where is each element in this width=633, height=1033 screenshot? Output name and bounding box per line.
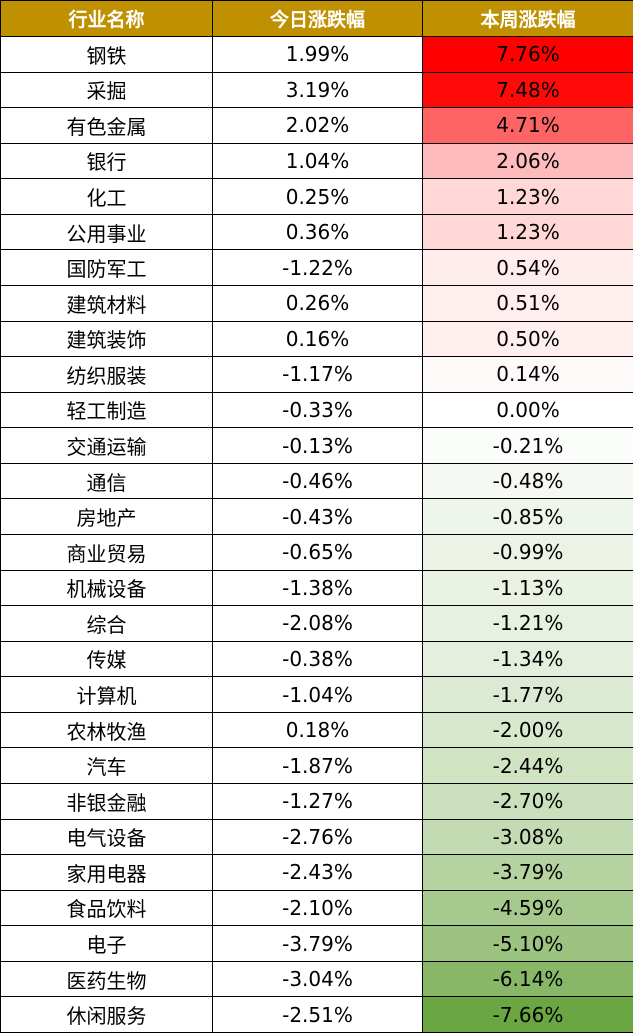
change-cell: -2.08% (213, 606, 423, 642)
change-cell: -3.79% (423, 855, 633, 891)
industry-name: 综合 (1, 606, 213, 642)
change-cell: -3.08% (423, 819, 633, 856)
industry-name: 交通运输 (1, 428, 213, 464)
industry-name: 电气设备 (1, 819, 213, 856)
header-cell: 今日涨跌幅 (213, 1, 423, 37)
change-cell: -0.99% (423, 535, 633, 571)
change-cell: -1.77% (423, 677, 633, 713)
change-cell: -0.38% (213, 641, 423, 678)
industry-name: 休闲服务 (1, 997, 213, 1033)
change-cell: -1.04% (213, 677, 423, 713)
change-cell: 0.16% (213, 321, 423, 358)
change-cell: -1.22% (213, 250, 423, 286)
industry-name: 钢铁 (1, 37, 213, 73)
change-cell: -0.65% (213, 535, 423, 571)
change-cell: -0.21% (423, 428, 633, 464)
change-cell: 1.23% (423, 179, 633, 215)
change-cell: -0.48% (423, 463, 633, 500)
change-cell: -0.13% (213, 428, 423, 464)
industry-name: 银行 (1, 143, 213, 180)
industry-name: 纺织服装 (1, 357, 213, 393)
change-cell: 0.25% (213, 179, 423, 215)
change-cell: 1.23% (423, 214, 633, 251)
industry-name: 房地产 (1, 499, 213, 535)
change-cell: 0.50% (423, 321, 633, 358)
industry-name: 建筑装饰 (1, 321, 213, 358)
industry-name: 国防军工 (1, 250, 213, 286)
change-cell: 0.14% (423, 357, 633, 393)
change-cell: -7.66% (423, 997, 633, 1033)
change-cell: -5.10% (423, 926, 633, 962)
change-cell: -1.17% (213, 357, 423, 393)
change-cell: -1.13% (423, 570, 633, 607)
change-cell: 0.51% (423, 286, 633, 322)
change-cell: -2.43% (213, 855, 423, 891)
industry-name: 传媒 (1, 641, 213, 678)
change-cell: -4.59% (423, 890, 633, 927)
change-cell: -0.33% (213, 392, 423, 429)
change-cell: 3.19% (213, 72, 423, 109)
industry-name: 医药生物 (1, 961, 213, 998)
industry-name: 食品饮料 (1, 890, 213, 927)
change-cell: -2.00% (423, 712, 633, 749)
change-cell: -0.46% (213, 463, 423, 500)
change-cell: -1.34% (423, 641, 633, 678)
industry-name: 家用电器 (1, 855, 213, 891)
industry-name: 机械设备 (1, 570, 213, 607)
change-cell: 0.00% (423, 392, 633, 429)
change-cell: -0.85% (423, 499, 633, 535)
industry-name: 化工 (1, 179, 213, 215)
change-cell: -1.21% (423, 606, 633, 642)
change-cell: 7.76% (423, 37, 633, 73)
change-cell: 7.48% (423, 72, 633, 109)
change-cell: 1.04% (213, 143, 423, 180)
industry-name: 有色金属 (1, 108, 213, 144)
change-cell: -2.70% (423, 784, 633, 820)
change-cell: -1.38% (213, 570, 423, 607)
change-cell: -2.76% (213, 819, 423, 856)
change-cell: -0.43% (213, 499, 423, 535)
change-cell: -2.51% (213, 997, 423, 1033)
industry-name: 通信 (1, 463, 213, 500)
industry-name: 非银金融 (1, 784, 213, 820)
change-cell: 1.99% (213, 37, 423, 73)
header-cell: 本周涨跌幅 (423, 1, 633, 37)
industry-name: 汽车 (1, 748, 213, 784)
industry-name: 电子 (1, 926, 213, 962)
industry-name: 采掘 (1, 72, 213, 109)
change-cell: -1.27% (213, 784, 423, 820)
change-cell: -2.10% (213, 890, 423, 927)
industry-name: 计算机 (1, 677, 213, 713)
change-cell: -3.04% (213, 961, 423, 998)
industry-name: 建筑材料 (1, 286, 213, 322)
change-cell: 2.06% (423, 143, 633, 180)
change-cell: 4.71% (423, 108, 633, 144)
industry-name: 农林牧渔 (1, 712, 213, 749)
change-cell: -2.44% (423, 748, 633, 784)
change-cell: -6.14% (423, 961, 633, 998)
change-cell: 0.18% (213, 712, 423, 749)
change-cell: -3.79% (213, 926, 423, 962)
change-cell: 2.02% (213, 108, 423, 144)
industry-name: 轻工制造 (1, 392, 213, 429)
change-cell: 0.54% (423, 250, 633, 286)
change-cell: -1.87% (213, 748, 423, 784)
industry-name: 商业贸易 (1, 535, 213, 571)
change-cell: 0.36% (213, 214, 423, 251)
change-cell: 0.26% (213, 286, 423, 322)
header-cell: 行业名称 (1, 1, 213, 37)
industry-name: 公用事业 (1, 214, 213, 251)
